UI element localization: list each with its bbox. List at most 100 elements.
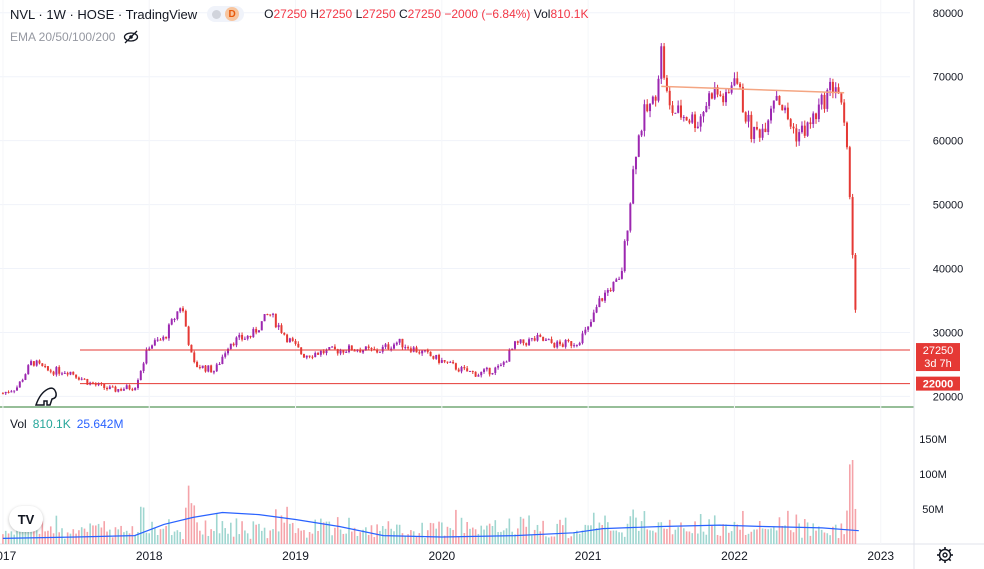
symbol-title[interactable]: NVL · 1W · HOSE · TradingView (10, 6, 198, 22)
volume-bar (94, 525, 97, 544)
volume-bar (393, 531, 395, 544)
price-tick-label: 30000 (933, 327, 964, 339)
candle-body (15, 387, 18, 391)
volume-bar (815, 530, 817, 544)
candle-body (193, 352, 196, 362)
volume-bar (623, 536, 626, 544)
volume-bar (151, 521, 153, 544)
volume-legend[interactable]: Vol 810.1K 25.642M (10, 417, 123, 431)
candle-body (249, 335, 252, 338)
volume-series (2, 460, 859, 544)
candle-body (367, 346, 370, 348)
volume-bar (238, 534, 241, 544)
candle-body (328, 347, 331, 350)
volume-bar (463, 533, 466, 544)
volume-bar (16, 526, 18, 544)
volume-bar (429, 522, 432, 544)
volume-bar (750, 531, 753, 544)
candle-body (325, 349, 328, 354)
volume-bar (252, 521, 255, 544)
volume-bar (137, 532, 139, 544)
tradingview-logo[interactable]: TV (9, 506, 43, 532)
candle-body (533, 338, 536, 341)
candle-body (649, 103, 652, 112)
countdown-label: 3d 7h (924, 358, 952, 370)
candle-body (688, 120, 691, 123)
symbol-legend[interactable]: NVL · 1W · HOSE · TradingView D O27250 H… (10, 6, 589, 22)
candle-body (570, 341, 573, 346)
candle-body (423, 350, 426, 352)
candle-body (764, 128, 767, 133)
volume-bar (708, 519, 710, 544)
market-status-pill[interactable]: D (207, 6, 245, 22)
volume-bar (128, 533, 131, 544)
volume-bar (725, 524, 727, 544)
volume-bar (362, 529, 364, 544)
volume-bar (86, 531, 89, 544)
candle-body (739, 83, 742, 87)
volume-bar (587, 525, 589, 544)
candle-body (378, 351, 381, 353)
volume-bar (2, 534, 4, 544)
volume-bar (266, 538, 269, 544)
volume-bar (711, 525, 713, 544)
volume-bar (612, 530, 615, 544)
candle-body (376, 349, 379, 353)
candle-body (52, 371, 55, 375)
candle-body (677, 105, 680, 113)
candle-body (620, 271, 623, 279)
volume-bar (629, 516, 632, 544)
volume-bar (348, 517, 350, 544)
candle-body (176, 311, 179, 319)
volume-bar (739, 529, 741, 544)
candle-body (120, 389, 123, 391)
volume-bar (334, 527, 336, 544)
candle-body (784, 107, 787, 111)
candle-body (218, 363, 221, 365)
candle-body (24, 374, 27, 380)
candle-body (317, 353, 320, 355)
candle-body (260, 321, 263, 331)
candle-body (536, 335, 539, 341)
volume-bar (269, 530, 272, 544)
volume-tick-label: 100M (919, 469, 947, 481)
volume-bar (719, 535, 722, 544)
candle-body (851, 197, 854, 255)
volume-bar (373, 537, 376, 544)
candle-body (184, 310, 187, 327)
volume-bar (106, 531, 108, 544)
candle-body (13, 390, 16, 392)
volume-bar (792, 532, 795, 544)
candle-body (826, 90, 829, 109)
candle-body (373, 348, 376, 350)
volume-bar (412, 531, 415, 544)
volume-bar (170, 535, 173, 544)
volume-bar (578, 533, 581, 544)
volume-bar (317, 530, 319, 544)
volume-bar (522, 518, 525, 544)
eye-hidden-icon[interactable] (123, 30, 139, 44)
volume-bar (607, 522, 609, 544)
candle-body (598, 298, 601, 308)
candle-body (61, 373, 64, 375)
candle-body (817, 104, 820, 120)
volume-bar (75, 533, 77, 544)
volume-bar (758, 521, 761, 544)
candle-body (646, 104, 649, 112)
volume-bar (232, 536, 235, 544)
volume-bar (654, 532, 657, 544)
candle-body (241, 334, 244, 340)
time-tick-label: 2020 (428, 549, 455, 563)
volume-bar (387, 521, 390, 544)
candle-body (710, 93, 713, 99)
volume-bar (4, 530, 7, 544)
volume-bar (781, 525, 784, 544)
candle-body (556, 341, 559, 348)
volume-bar (33, 519, 35, 544)
ema-indicator-legend[interactable]: EMA 20/50/100/200 (10, 30, 139, 44)
candle-body (66, 372, 69, 375)
volume-bar (798, 523, 800, 544)
candle-body (291, 338, 294, 341)
gear-icon[interactable] (936, 546, 954, 564)
